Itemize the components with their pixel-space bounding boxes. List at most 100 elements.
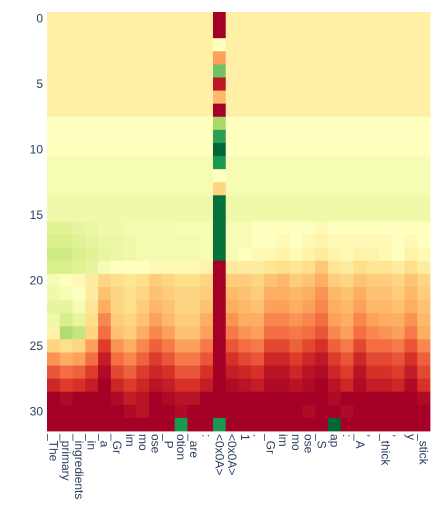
heatmap-cell <box>98 365 112 380</box>
heatmap-cell <box>161 313 176 327</box>
heatmap-cell <box>85 142 99 157</box>
heatmap-cell <box>378 77 393 91</box>
heatmap-cell <box>264 273 278 288</box>
heatmap-cell <box>353 313 367 327</box>
heatmap-cell <box>212 156 227 170</box>
heatmap-cell <box>110 77 124 91</box>
heatmap-cell <box>174 260 188 275</box>
heatmap-cell <box>366 352 380 366</box>
heatmap-cell <box>174 326 188 340</box>
heatmap-cell <box>59 38 73 52</box>
heatmap-cell <box>417 404 431 419</box>
heatmap-cell <box>327 156 342 170</box>
heatmap-cell <box>251 352 265 366</box>
heatmap-cell <box>149 313 163 327</box>
heatmap-cell <box>72 208 86 222</box>
heatmap-cell <box>289 38 303 52</box>
heatmap-cell <box>366 12 380 26</box>
heatmap-cell <box>98 260 112 275</box>
heatmap-cell <box>340 103 354 118</box>
heatmap-cell <box>417 129 431 144</box>
x-axis-ticks: _The_primary_ingredients_in_a_Grimmoose_… <box>46 433 430 499</box>
heatmap-cell <box>187 404 201 419</box>
heatmap-cell <box>187 234 201 249</box>
heatmap-cell <box>251 116 265 131</box>
heatmap-cell <box>340 77 354 91</box>
heatmap-cell <box>174 208 188 222</box>
heatmap-cell <box>47 156 61 170</box>
heatmap-cell <box>136 365 150 380</box>
heatmap-cell <box>174 417 188 432</box>
heatmap-cell <box>85 77 99 91</box>
heatmap-cell <box>187 326 201 340</box>
heatmap-cell <box>327 12 342 26</box>
heatmap-cell <box>251 221 265 235</box>
heatmap-cell <box>276 352 290 366</box>
heatmap-cell <box>136 77 150 91</box>
heatmap-cell <box>276 12 290 26</box>
heatmap-cell <box>366 64 380 78</box>
heatmap-cell <box>85 25 99 39</box>
heatmap-cell <box>302 417 316 432</box>
heatmap-cell <box>238 25 252 39</box>
heatmap-cell <box>353 352 367 366</box>
x-tick-label: ose <box>149 434 163 454</box>
heatmap-cell <box>417 300 431 314</box>
heatmap-cell <box>302 286 316 301</box>
heatmap-cell <box>353 221 367 235</box>
heatmap-cell <box>366 25 380 39</box>
heatmap-cell <box>225 51 239 65</box>
heatmap-cell <box>72 365 86 380</box>
heatmap-cell <box>225 77 239 91</box>
heatmap-cell <box>315 51 329 65</box>
heatmap-cell <box>404 273 418 288</box>
heatmap-cell <box>47 326 61 340</box>
heatmap-cell <box>72 64 86 78</box>
heatmap-cell <box>391 247 405 262</box>
heatmap-cell <box>200 208 214 222</box>
heatmap-cell <box>417 77 431 91</box>
y-axis-ticks: 0 5 10 15 20 25 30 <box>30 12 44 419</box>
heatmap-cell <box>327 64 342 78</box>
heatmap-cell <box>149 195 163 209</box>
heatmap-cell <box>85 339 99 353</box>
heatmap-cell <box>327 352 342 366</box>
heatmap-cell <box>123 260 137 275</box>
heatmap-cell <box>340 300 354 314</box>
heatmap-cell <box>149 64 163 78</box>
heatmap-cell <box>123 221 137 235</box>
heatmap-cell <box>417 260 431 275</box>
heatmap-cell <box>238 286 252 301</box>
heatmap-cell <box>417 25 431 39</box>
heatmap-cell <box>200 116 214 131</box>
heatmap-cell <box>200 365 214 380</box>
heatmap-cell <box>174 273 188 288</box>
heatmap-cell <box>123 90 137 105</box>
heatmap-cell <box>212 260 227 275</box>
heatmap-cell <box>47 90 61 105</box>
heatmap-cell <box>161 404 176 419</box>
heatmap-cell <box>340 391 354 406</box>
heatmap-cell <box>327 339 342 353</box>
heatmap-cell <box>59 234 73 249</box>
heatmap-cell <box>72 339 86 353</box>
heatmap-cell <box>98 103 112 118</box>
heatmap-cell <box>340 51 354 65</box>
heatmap-cell <box>315 300 329 314</box>
heatmap-cell <box>212 365 227 380</box>
heatmap-cell <box>136 417 150 432</box>
heatmap-cell <box>200 247 214 262</box>
heatmap-cell <box>149 221 163 235</box>
heatmap-cell <box>161 365 176 380</box>
heatmap-cell <box>161 221 176 235</box>
heatmap-cell <box>264 103 278 118</box>
heatmap-cell <box>327 273 342 288</box>
heatmap-cell <box>110 417 124 432</box>
heatmap-cell <box>98 51 112 65</box>
heatmap-cell <box>136 182 150 196</box>
heatmap-cell <box>47 129 61 144</box>
heatmap-cell <box>353 129 367 144</box>
heatmap-cell <box>200 169 214 183</box>
heatmap-cell <box>276 326 290 340</box>
heatmap-cell <box>110 378 124 393</box>
